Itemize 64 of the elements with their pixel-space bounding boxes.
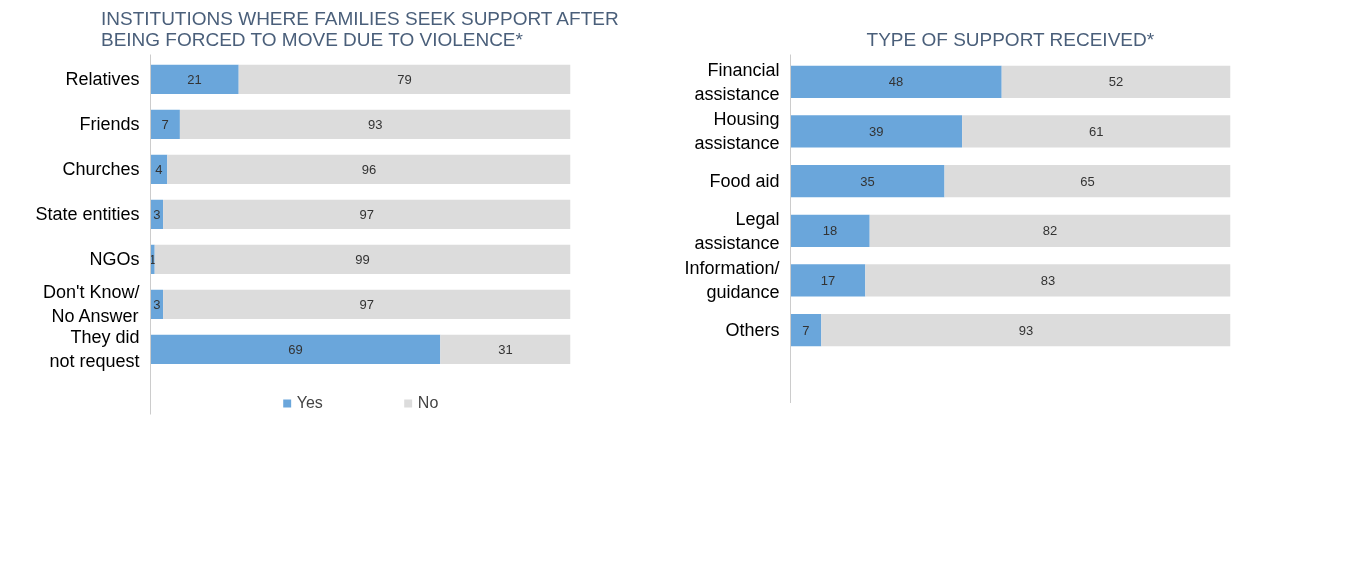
data-label: 7 bbox=[802, 322, 810, 338]
y-tick-label: Legal assistance bbox=[694, 208, 780, 253]
data-label: 93 bbox=[367, 116, 383, 132]
bar bbox=[179, 109, 571, 139]
bar bbox=[1001, 65, 1231, 98]
data-label: 97 bbox=[359, 296, 375, 312]
bar bbox=[790, 115, 963, 148]
y-tick-label: Information/ guidance bbox=[684, 258, 780, 303]
y-tick-label: They did not request bbox=[49, 327, 140, 372]
bar bbox=[167, 154, 571, 184]
chart-title: TYPE OF SUPPORT RECEIVED* bbox=[866, 28, 1155, 50]
y-tick-label: Housing assistance bbox=[694, 109, 780, 154]
data-label: 93 bbox=[1018, 322, 1034, 338]
chart-title: INSTITUTIONS WHERE FAMILIES SEEK SUPPORT AFTER BEING FORCED TO MOVE DUE TO VIOLENCE* bbox=[100, 7, 619, 50]
y-tick-label: Food aid bbox=[709, 171, 780, 192]
data-label: 79 bbox=[397, 71, 412, 87]
data-label: 82 bbox=[1042, 223, 1058, 239]
bar bbox=[821, 313, 1231, 347]
y-tick-label: Others bbox=[725, 320, 780, 341]
data-label: 17 bbox=[820, 272, 836, 288]
legend-label: Yes bbox=[296, 394, 323, 412]
bar bbox=[944, 164, 1231, 198]
bar bbox=[440, 334, 571, 364]
bar bbox=[163, 289, 571, 319]
data-label: 7 bbox=[161, 116, 169, 132]
data-label: 35 bbox=[860, 173, 875, 189]
data-label: 61 bbox=[1089, 123, 1104, 139]
bar bbox=[869, 214, 1231, 247]
data-label: 48 bbox=[888, 74, 904, 90]
y-tick-label: Friends bbox=[79, 114, 140, 135]
bar bbox=[238, 64, 571, 94]
bar bbox=[790, 313, 822, 347]
bar bbox=[790, 214, 870, 247]
data-label: 65 bbox=[1080, 173, 1095, 189]
y-tick-label: Relatives bbox=[65, 69, 140, 90]
y-tick-label: Financial assistance bbox=[694, 59, 780, 104]
bar bbox=[150, 109, 180, 139]
data-label: 97 bbox=[359, 206, 375, 222]
data-label: 99 bbox=[355, 251, 370, 267]
y-tick-label: Churches bbox=[62, 159, 140, 180]
bar bbox=[790, 65, 1002, 98]
data-label: 69 bbox=[288, 341, 303, 357]
bar bbox=[962, 115, 1231, 148]
y-tick-label: NGOs bbox=[89, 249, 140, 270]
bar bbox=[150, 334, 441, 364]
bar bbox=[790, 164, 945, 198]
legend-label: No bbox=[417, 394, 439, 412]
bar bbox=[790, 264, 866, 297]
y-tick-label: Don't Know/ No Answer bbox=[43, 282, 140, 327]
bar bbox=[150, 64, 239, 94]
data-label: 52 bbox=[1108, 74, 1124, 90]
bar bbox=[865, 264, 1231, 297]
data-label: 4 bbox=[155, 161, 163, 177]
data-label: 83 bbox=[1040, 272, 1056, 288]
y-tick-label: State entities bbox=[35, 204, 140, 225]
data-label: 18 bbox=[822, 223, 838, 239]
data-label: 31 bbox=[498, 341, 513, 357]
data-label: 3 bbox=[153, 206, 161, 222]
data-label: 21 bbox=[187, 71, 202, 87]
data-label: 39 bbox=[869, 123, 884, 139]
bar bbox=[163, 199, 571, 229]
data-label: 3 bbox=[153, 296, 161, 312]
data-label: 96 bbox=[361, 161, 377, 177]
bar bbox=[154, 244, 571, 274]
